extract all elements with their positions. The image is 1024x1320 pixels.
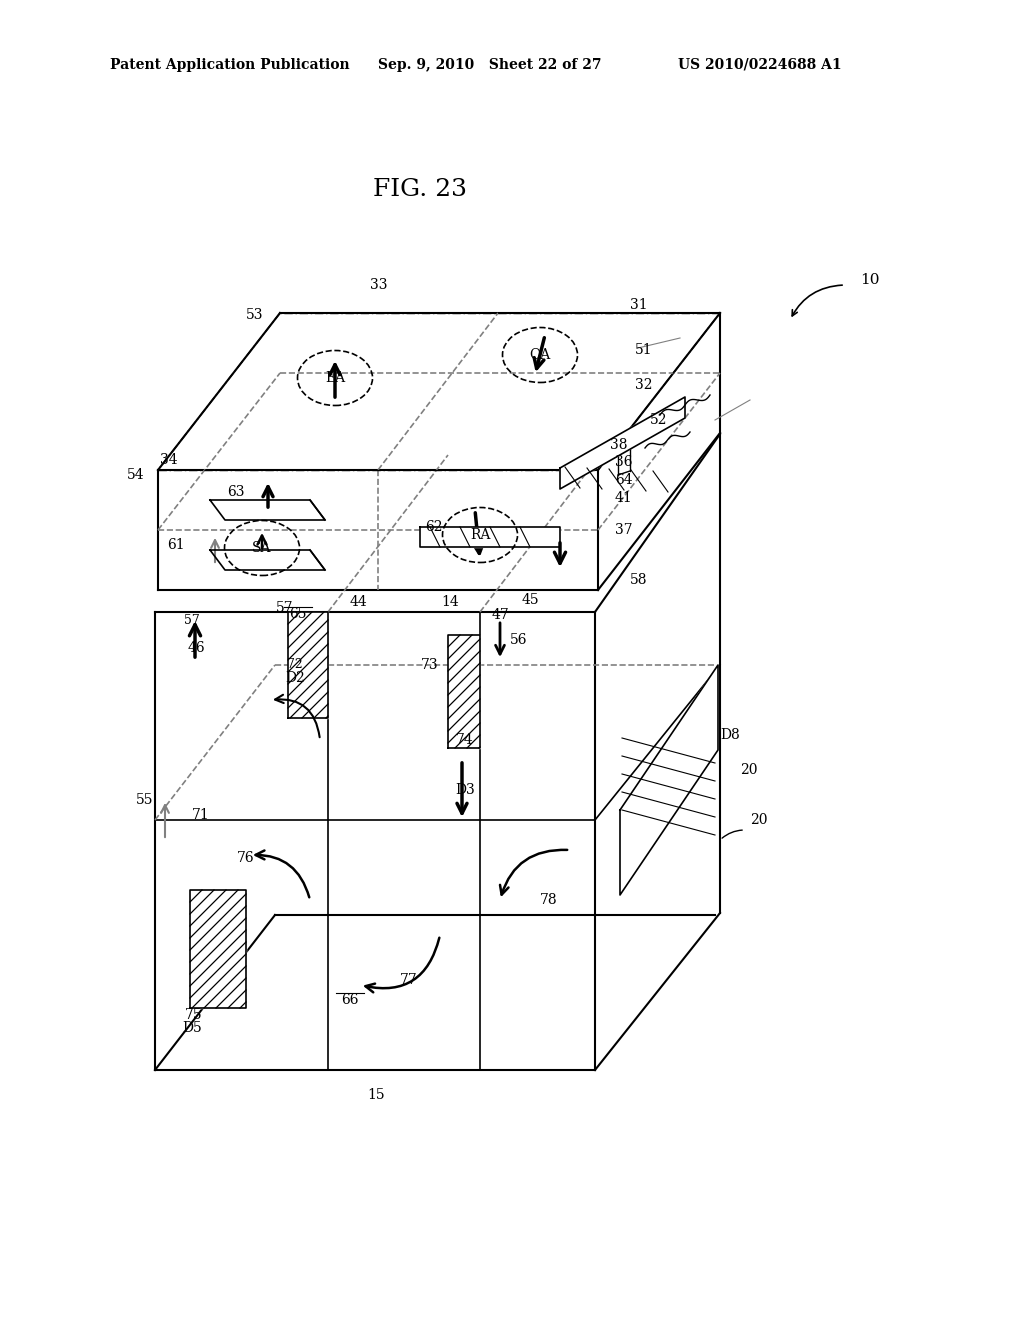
Text: 73: 73 [421, 657, 439, 672]
Polygon shape [620, 665, 718, 895]
Polygon shape [210, 500, 325, 520]
Text: 34: 34 [161, 453, 178, 467]
Text: 66: 66 [341, 993, 358, 1007]
Text: 56: 56 [510, 634, 527, 647]
Text: 20: 20 [740, 763, 758, 777]
Text: 58: 58 [630, 573, 647, 587]
Bar [190, 890, 246, 1008]
Text: 31: 31 [630, 298, 647, 312]
Bar [449, 635, 480, 748]
Text: 57: 57 [184, 614, 200, 627]
Text: 55: 55 [135, 793, 153, 807]
Text: 36: 36 [615, 455, 633, 469]
Polygon shape [190, 890, 246, 1008]
Text: SA: SA [252, 541, 271, 554]
Text: Sep. 9, 2010   Sheet 22 of 27: Sep. 9, 2010 Sheet 22 of 27 [378, 58, 602, 73]
Text: 47: 47 [492, 609, 509, 622]
Polygon shape [449, 635, 480, 748]
Text: 76: 76 [238, 851, 255, 865]
Text: 37: 37 [615, 523, 633, 537]
Text: 62: 62 [425, 520, 442, 535]
Text: 15: 15 [368, 1088, 385, 1102]
Text: 61: 61 [167, 539, 185, 552]
Text: 57: 57 [276, 601, 294, 615]
Text: US 2010/0224688 A1: US 2010/0224688 A1 [678, 58, 842, 73]
Text: 45: 45 [521, 593, 539, 607]
Text: D2: D2 [285, 671, 305, 685]
Text: 10: 10 [860, 273, 880, 286]
Text: 53: 53 [246, 308, 264, 322]
Text: 65: 65 [289, 607, 307, 620]
Text: 41: 41 [615, 491, 633, 506]
Text: 74: 74 [456, 733, 474, 747]
Text: 46: 46 [187, 642, 205, 655]
Text: D8: D8 [720, 729, 739, 742]
Text: 44: 44 [349, 595, 367, 609]
Text: 32: 32 [635, 378, 652, 392]
Text: FIG. 23: FIG. 23 [373, 178, 467, 202]
Text: Patent Application Publication: Patent Application Publication [111, 58, 350, 73]
Text: 63: 63 [227, 484, 245, 499]
Text: 38: 38 [610, 438, 628, 451]
Polygon shape [210, 550, 325, 570]
Text: OA: OA [529, 348, 551, 362]
Text: 54: 54 [127, 469, 145, 482]
Text: 51: 51 [635, 343, 652, 356]
Text: 20: 20 [750, 813, 768, 828]
Bar [288, 612, 328, 718]
Text: 33: 33 [370, 279, 387, 292]
Text: EA: EA [325, 371, 345, 385]
Text: 14: 14 [441, 595, 459, 609]
Text: D3: D3 [455, 783, 475, 797]
Text: 75: 75 [184, 1008, 202, 1022]
Text: RA: RA [470, 528, 490, 543]
Polygon shape [420, 527, 560, 546]
Polygon shape [560, 397, 685, 488]
Text: 78: 78 [540, 894, 558, 907]
Text: 52: 52 [650, 413, 668, 426]
Text: 71: 71 [193, 808, 210, 822]
Text: 72: 72 [287, 659, 303, 672]
Polygon shape [288, 612, 328, 718]
Text: D5: D5 [182, 1020, 202, 1035]
Text: 77: 77 [400, 973, 418, 987]
Text: 64: 64 [615, 473, 633, 487]
